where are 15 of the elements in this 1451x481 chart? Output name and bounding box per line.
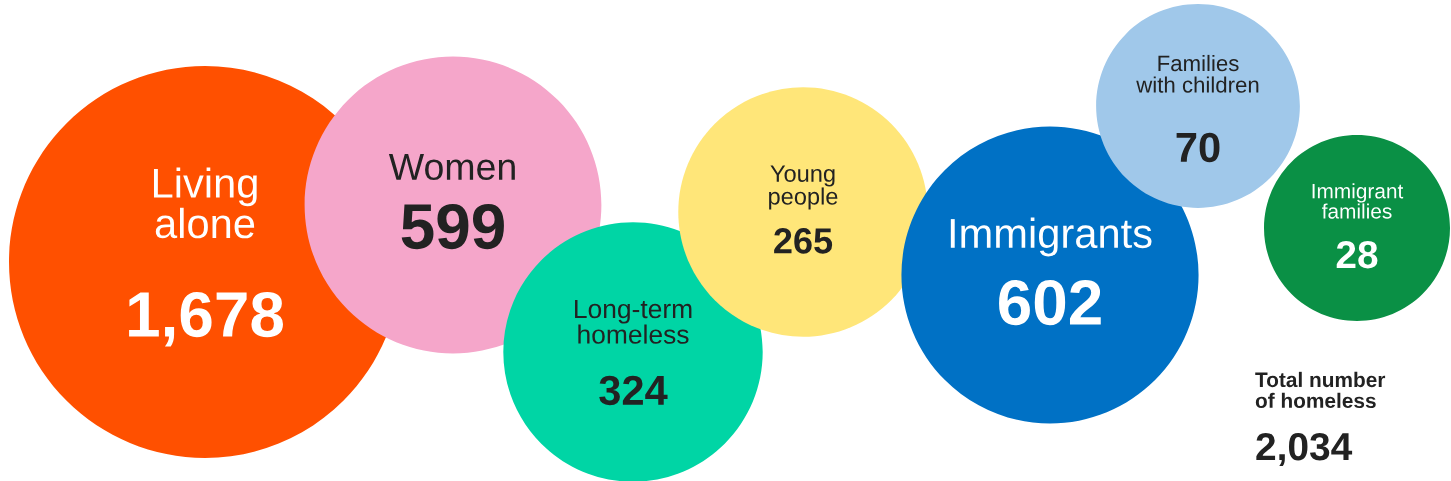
data-label: 28 [1336,240,1378,269]
category-label: Young people [769,165,838,210]
data-label: 599 [401,203,504,250]
category-label: Immigrant families [1312,183,1404,219]
data-label: 324 [599,375,668,406]
category-label: Long-term homeless [575,299,692,344]
data-label: 265 [774,228,833,254]
category-label: Women [388,153,515,181]
category-label: Immigrants [950,217,1152,257]
category-label: Families with children [1136,54,1259,93]
text: Total number of homeless 2,034 [1255,371,1386,467]
data-label: 1,678 [129,291,283,347]
data-label: 602 [999,279,1101,326]
category-label: Living alone [153,167,257,239]
data-label: 70 [1176,132,1220,163]
